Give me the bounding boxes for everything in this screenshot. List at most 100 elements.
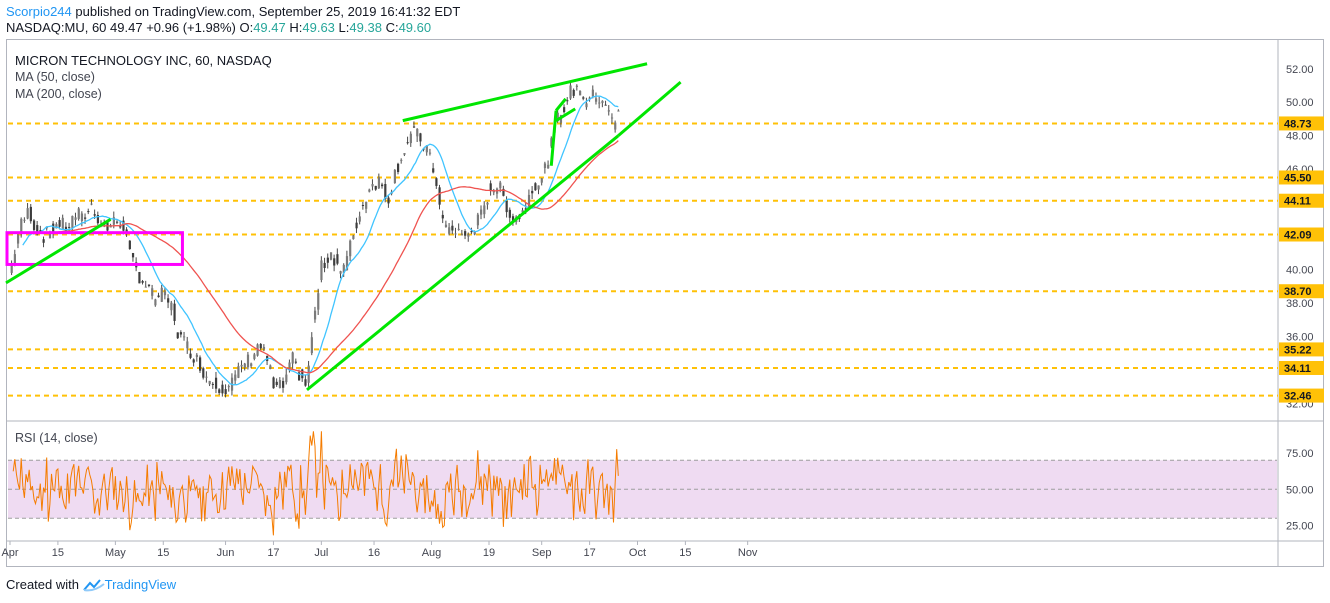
candle-body xyxy=(534,183,537,191)
candle-body xyxy=(186,341,189,349)
trendline-breakout xyxy=(549,110,558,166)
candle-body xyxy=(416,128,419,137)
candle-body xyxy=(403,153,406,155)
candle-body xyxy=(607,110,610,112)
level-price-label: 48.73 xyxy=(1284,118,1312,130)
candle-body xyxy=(329,252,333,260)
candle-body xyxy=(604,104,607,106)
candle-body xyxy=(272,377,275,389)
candle-body xyxy=(176,332,179,339)
candle-body xyxy=(80,213,84,221)
low-value: 49.38 xyxy=(349,20,382,35)
candle-body xyxy=(454,233,457,235)
candle-body xyxy=(396,163,400,173)
candle-body xyxy=(23,219,26,221)
candle-body xyxy=(540,178,543,183)
rsi-tick-label: 25.00 xyxy=(1286,521,1314,533)
candle-body xyxy=(374,185,377,190)
open-value: 49.47 xyxy=(253,20,286,35)
candle-body xyxy=(349,240,352,257)
ma50-legend[interactable]: MA (50, close) xyxy=(15,70,95,84)
candle-body xyxy=(301,369,304,379)
candle-body xyxy=(537,185,540,190)
rsi-legend[interactable]: RSI (14, close) xyxy=(15,431,98,445)
candle-body xyxy=(163,291,167,296)
author-link[interactable]: Scorpio244 xyxy=(6,4,72,19)
price-change: +0.96 (+1.98%) xyxy=(146,20,236,35)
rsi-tick-label: 50.00 xyxy=(1286,484,1314,496)
price-tick-label: 38.00 xyxy=(1286,298,1314,310)
candle-body xyxy=(138,271,141,284)
candle-body xyxy=(122,220,125,231)
candle-body xyxy=(575,85,579,87)
candle-body xyxy=(183,336,186,338)
candle-body xyxy=(483,205,486,215)
candle-body xyxy=(320,260,323,281)
candle-body xyxy=(157,295,160,298)
level-price-label: 32.46 xyxy=(1284,391,1312,403)
footer: Created with TradingView xyxy=(6,577,176,592)
candle-body xyxy=(358,216,361,222)
candle-body xyxy=(234,374,237,381)
candle-body xyxy=(345,256,349,271)
level-price-label-bg xyxy=(1279,116,1324,131)
candle-body xyxy=(262,346,266,350)
time-tick-label: 15 xyxy=(679,547,691,559)
ohlc-line: NASDAQ:MU, 60 49.47 +0.96 (+1.98%) O:49.… xyxy=(6,20,431,35)
candle-body xyxy=(377,177,381,189)
candle-body xyxy=(579,90,582,96)
candle-body xyxy=(288,362,291,369)
time-tick-label: 19 xyxy=(483,547,495,559)
time-tick-label: Oct xyxy=(629,547,646,559)
candle-body xyxy=(435,178,438,186)
candle-body xyxy=(144,286,147,288)
level-price-label: 44.11 xyxy=(1284,196,1311,208)
candle-body xyxy=(119,226,122,228)
candle-body xyxy=(499,182,502,189)
candle-body xyxy=(61,217,64,230)
rsi-tick-label: 75.00 xyxy=(1286,448,1314,460)
tradingview-link[interactable]: TradingView xyxy=(104,577,177,592)
candle-body xyxy=(400,159,403,161)
candle-body xyxy=(77,208,80,219)
candle-body xyxy=(36,225,39,235)
candle-body xyxy=(205,376,208,378)
candle-body xyxy=(476,214,480,226)
ma200-legend[interactable]: MA (200, close) xyxy=(15,87,102,101)
candle-body xyxy=(492,191,495,193)
time-tick-label: 15 xyxy=(157,547,169,559)
candle-body xyxy=(48,232,52,239)
candle-body xyxy=(218,389,221,393)
candle-body xyxy=(342,264,345,274)
level-price-label-bg xyxy=(1279,388,1324,403)
candle-body xyxy=(438,187,441,205)
publish-info: Scorpio244 published on TradingView.com,… xyxy=(6,4,460,19)
level-price-label: 45.50 xyxy=(1284,172,1312,184)
candle-body xyxy=(336,254,339,264)
candle-body xyxy=(269,365,272,369)
candle-body xyxy=(387,197,390,204)
candle-body xyxy=(42,239,45,243)
candle-body xyxy=(352,235,355,239)
level-price-label-bg xyxy=(1279,227,1324,242)
time-tick-label: Jul xyxy=(314,547,328,559)
candle-body xyxy=(246,354,250,368)
candle-body xyxy=(147,284,151,286)
candle-body xyxy=(505,200,508,213)
candle-body xyxy=(131,253,135,258)
level-price-label-bg xyxy=(1279,342,1324,357)
candle-body xyxy=(275,381,278,385)
candle-body xyxy=(326,257,329,263)
high-value: 49.63 xyxy=(302,20,335,35)
candle-body xyxy=(361,204,365,206)
created-with-text: Created with xyxy=(6,577,79,592)
candle-body xyxy=(467,234,470,237)
candle-body xyxy=(141,281,144,283)
time-tick-label: Apr xyxy=(1,547,18,559)
open-label: O: xyxy=(239,20,254,35)
level-price-label: 34.11 xyxy=(1284,363,1311,375)
candle-body xyxy=(10,264,13,273)
trendline-flag xyxy=(554,97,567,112)
candle-body xyxy=(598,102,601,104)
